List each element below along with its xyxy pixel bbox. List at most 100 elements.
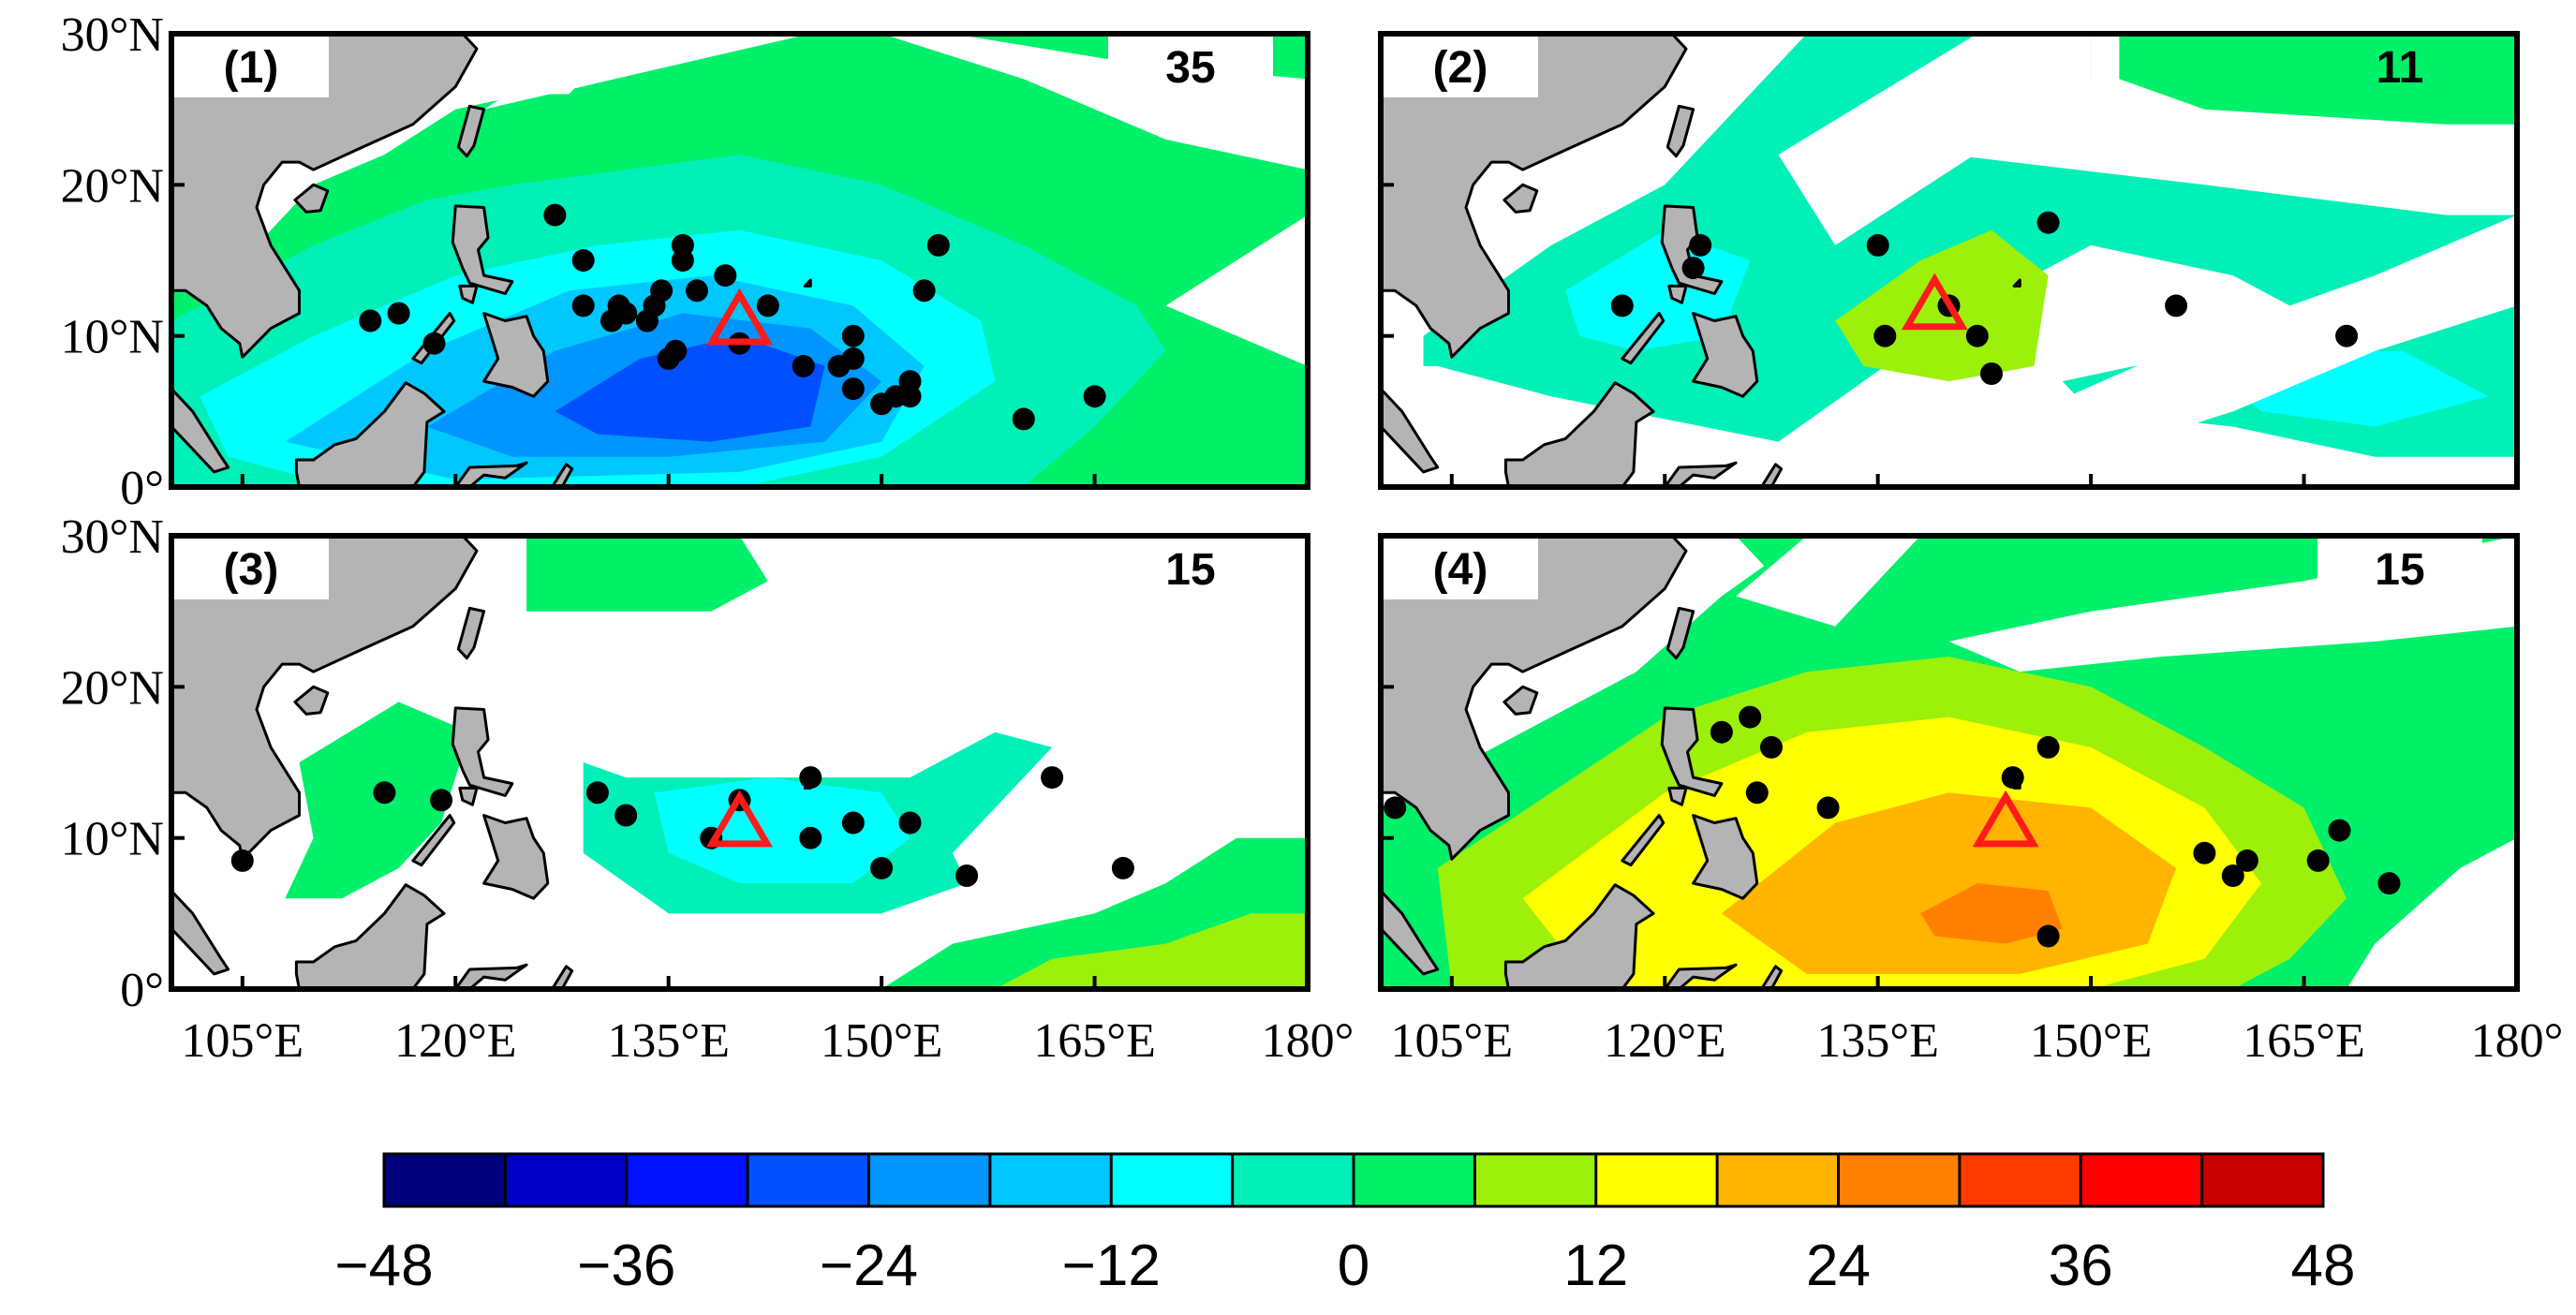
event-dot — [1816, 796, 1840, 820]
contour-fill — [2020, 34, 2517, 125]
map-area: (3) 15 — [171, 536, 1308, 989]
colorbar-label: −24 — [820, 1234, 918, 1298]
center-triangle — [706, 288, 773, 346]
panel-label: (3) — [224, 545, 279, 595]
y-tick-label: 0° — [120, 964, 164, 1017]
colorbar-label: 48 — [2291, 1234, 2356, 1298]
event-dot — [799, 826, 822, 850]
x-tick-label: 105°E — [1391, 1014, 1514, 1068]
land-mass — [458, 786, 479, 806]
land-mass — [1381, 387, 1440, 474]
land-mass — [293, 685, 330, 716]
land-mass — [2012, 278, 2021, 288]
missing-data-gap — [1381, 365, 1949, 487]
land-mass — [1621, 312, 1666, 365]
event-dot — [2221, 864, 2244, 887]
y-tick-label: 10°N — [61, 311, 164, 364]
colorbar-segment — [989, 1154, 1112, 1206]
missing-data-gap — [1778, 34, 2092, 245]
land-mass — [1503, 883, 1655, 989]
map-area: (1) 35 — [171, 34, 1308, 487]
map-panel-3: (3) 15 — [169, 533, 1310, 992]
colorbar-segment — [1838, 1154, 1961, 1206]
land-mass — [803, 278, 812, 288]
x-tick-label: 105°E — [182, 1014, 304, 1068]
center-triangle — [1972, 790, 2039, 848]
center-triangle — [706, 790, 773, 848]
colorbar-segment — [2080, 1154, 2203, 1206]
center-triangle — [1901, 273, 1968, 331]
event-dot — [614, 302, 638, 325]
colorbar-label: 0 — [1338, 1234, 1369, 1298]
y-tick-label: 30°N — [61, 510, 164, 564]
missing-data-gap — [483, 34, 1308, 170]
event-dot — [1610, 294, 1634, 318]
x-tick-label: 180° — [1262, 1014, 1355, 1068]
map-panel-1: (1) 35 — [169, 31, 1310, 490]
event-dot — [2377, 872, 2401, 895]
event-dot — [585, 781, 609, 805]
case-count: 35 — [1165, 43, 1215, 93]
event-dot — [1710, 720, 1733, 744]
colorbar-segment — [2201, 1154, 2324, 1206]
case-count: 15 — [2375, 545, 2424, 595]
land-mass — [1667, 284, 1688, 304]
colorbar-segment — [1717, 1154, 1839, 1206]
event-dot — [430, 789, 453, 812]
event-dot — [1111, 856, 1134, 879]
event-dot — [926, 233, 950, 257]
x-tick-label: 135°E — [1816, 1014, 1939, 1068]
event-dot — [650, 279, 674, 303]
event-dot — [686, 279, 708, 303]
event-dot — [1681, 257, 1705, 280]
missing-data-gap — [1736, 536, 1921, 627]
event-dot — [841, 324, 865, 347]
event-dot — [1760, 735, 1783, 759]
event-dot — [841, 377, 865, 401]
event-dot — [756, 294, 779, 318]
event-dot — [1745, 781, 1769, 805]
panel-frame — [1378, 31, 2520, 490]
case-count: 15 — [1165, 545, 1215, 595]
event-dot — [898, 811, 922, 835]
land-mass — [1692, 814, 1759, 900]
event-dot — [1965, 324, 1989, 347]
map-area: (2) 11 — [1381, 34, 2517, 487]
event-dot — [387, 302, 410, 325]
land-mass — [451, 706, 514, 797]
colorbar-label: −36 — [577, 1234, 675, 1298]
panel-label-box — [173, 538, 329, 599]
event-dot — [1012, 407, 1035, 431]
land-mass — [482, 814, 550, 900]
event-dot — [1980, 362, 2003, 385]
x-tick-label: 165°E — [1033, 1014, 1156, 1068]
colorbar-segment — [1111, 1154, 1234, 1206]
event-dot — [2036, 735, 2060, 759]
event-dot — [571, 294, 595, 318]
land-mass — [1759, 965, 1784, 989]
map-panel-4: (4) 15 — [1378, 533, 2520, 992]
panel-label: (2) — [1433, 43, 1488, 93]
event-dot — [898, 385, 922, 408]
event-dot — [955, 864, 979, 887]
colorbar-label: 24 — [1806, 1234, 1871, 1298]
contour-fill — [1920, 883, 2063, 944]
colorbar-label: 12 — [1563, 1234, 1628, 1298]
event-dot — [1873, 324, 1897, 347]
event-dot — [792, 354, 815, 377]
missing-data-gap — [497, 34, 598, 95]
count-box — [1108, 36, 1273, 97]
colorbar-segment — [1595, 1154, 1718, 1206]
panel-label-box — [1383, 538, 1538, 599]
x-tick-label: 165°E — [2243, 1014, 2365, 1068]
event-dot — [373, 781, 396, 805]
colorbar-segment — [1354, 1154, 1475, 1206]
colorbar-label: 36 — [2049, 1234, 2113, 1298]
panel-frame — [1378, 533, 2520, 992]
event-dot — [841, 811, 865, 835]
event-dot — [2036, 924, 2060, 948]
land-mass — [411, 814, 456, 867]
colorbar-label: −48 — [334, 1234, 433, 1298]
y-tick-label: 10°N — [61, 813, 164, 866]
